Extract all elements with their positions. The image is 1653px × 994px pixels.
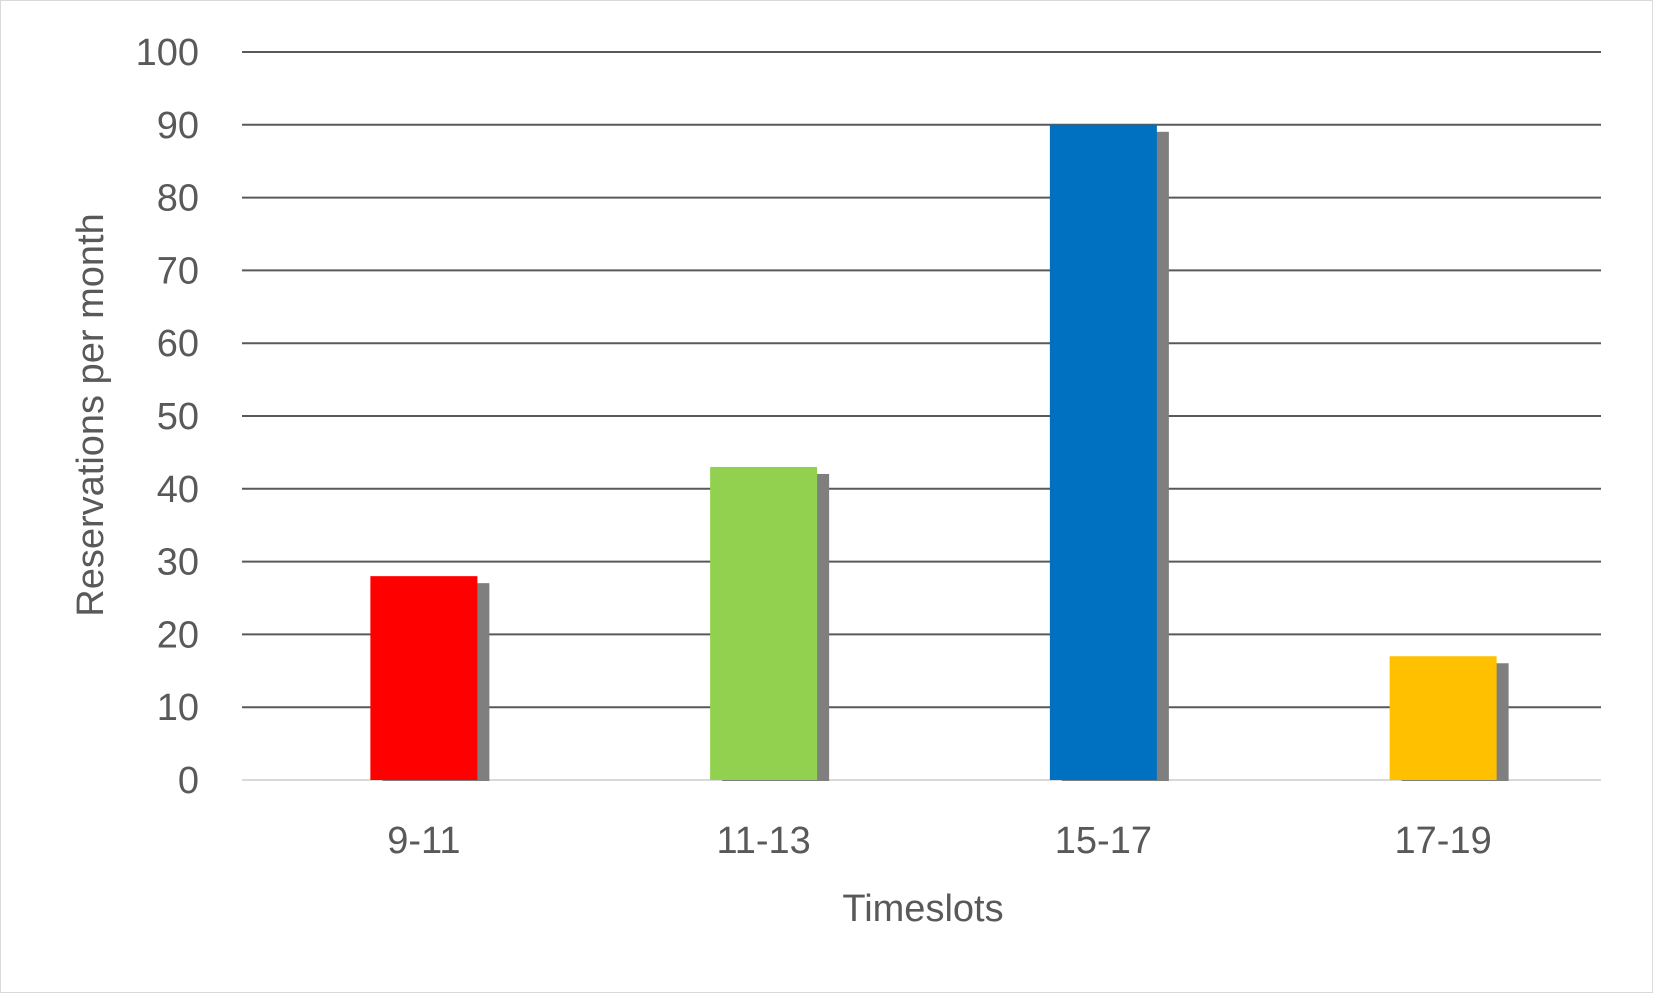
- bar-9-11: [370, 576, 478, 780]
- x-tick-label: 11-13: [716, 820, 810, 862]
- y-tick-label: 100: [136, 32, 199, 74]
- bars: [370, 124, 1509, 782]
- bar-17-19: [1389, 656, 1497, 780]
- y-tick-label: 90: [157, 105, 199, 147]
- y-tick-label: 10: [157, 687, 199, 729]
- y-axis-title: Reservations per month: [70, 213, 112, 616]
- y-tick-label: 40: [157, 469, 199, 511]
- x-tick-label: 17-19: [1395, 820, 1492, 862]
- y-tick-label: 70: [157, 250, 199, 292]
- x-tick-label: 15-17: [1055, 820, 1152, 862]
- y-tick-label: 60: [157, 323, 199, 365]
- bar-11-13: [710, 466, 818, 780]
- x-axis-title: Timeslots: [842, 888, 1003, 930]
- x-tick-label: 9-11: [387, 820, 460, 862]
- x-axis-ticks: 9-11 11-13 15-17 17-19: [387, 820, 1491, 862]
- y-tick-label: 20: [157, 614, 199, 656]
- y-axis-ticks: 0 10 20 30 40 50 60 70 80 90 100: [136, 32, 199, 802]
- y-tick-label: 30: [157, 542, 199, 584]
- y-tick-label: 80: [157, 178, 199, 220]
- y-tick-label: 0: [178, 760, 199, 802]
- y-tick-label: 50: [157, 396, 199, 438]
- bar-15-17: [1049, 124, 1157, 781]
